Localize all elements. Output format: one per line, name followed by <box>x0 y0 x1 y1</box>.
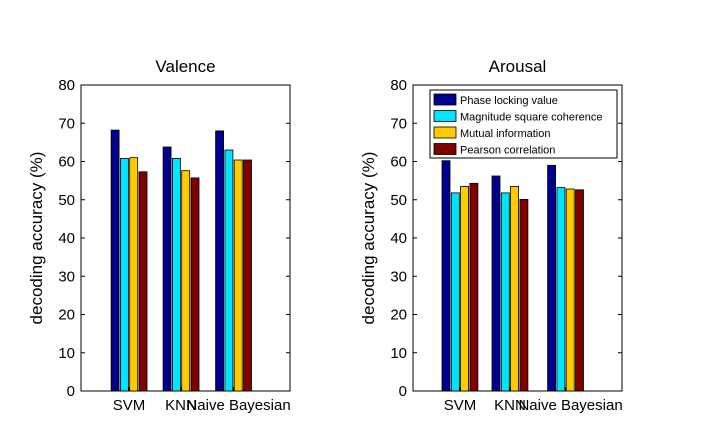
y-tick-label: 60 <box>58 154 75 171</box>
bar <box>110 129 120 392</box>
y-tick-label: 70 <box>390 115 407 132</box>
legend-label: Phase locking value <box>460 95 558 107</box>
y-tick-label: 10 <box>58 345 75 362</box>
y-tick-label: 30 <box>58 268 75 285</box>
y-tick-label: 40 <box>58 230 75 247</box>
chart-0: Valence decoding accuracy (%) 0 10 20 30 40 50 6… <box>27 57 291 414</box>
bar <box>450 192 460 392</box>
legend-box <box>429 89 618 159</box>
bar <box>460 185 470 392</box>
x-tick-label: Naive Bayesian <box>186 397 290 414</box>
x-tick-label: SVM <box>113 397 146 414</box>
y-tick-label: 40 <box>390 230 407 247</box>
y-tick-label: 0 <box>67 383 75 400</box>
legend-swatch <box>433 110 457 122</box>
legend-label: Mutual information <box>460 128 551 140</box>
y-axis-label: decoding accuracy (%) <box>359 152 378 325</box>
bar <box>575 189 584 392</box>
bar <box>469 182 479 392</box>
y-tick-label: 20 <box>58 307 75 324</box>
bar <box>547 164 556 392</box>
bar <box>519 198 529 392</box>
bar <box>233 159 243 392</box>
y-tick-label: 20 <box>390 307 407 324</box>
legend-swatch <box>433 126 457 139</box>
bar <box>556 187 566 392</box>
y-tick-label: 50 <box>58 192 75 209</box>
y-axis-label: decoding accuracy (%) <box>27 152 46 325</box>
y-tick-label: 10 <box>390 345 407 362</box>
chart-title: Arousal <box>489 57 547 76</box>
x-tick-label: KNN <box>494 397 526 414</box>
bar <box>190 177 200 392</box>
bar <box>500 192 510 392</box>
y-tick-label: 80 <box>390 77 407 94</box>
bar <box>138 171 148 392</box>
chart-1: Arousal decoding accuracy (%) 0 10 20 30 40 50 6… <box>359 57 623 414</box>
x-tick-label: KNN <box>165 397 197 414</box>
legend-swatch <box>433 143 457 155</box>
legend-swatch <box>433 93 457 106</box>
chart-title: Valence <box>155 57 215 76</box>
bar <box>162 146 172 392</box>
legend-label: Pearson correlation <box>460 145 555 157</box>
bar <box>441 160 451 392</box>
y-tick-label: 80 <box>58 77 75 94</box>
y-tick-label: 0 <box>399 383 407 400</box>
legend: Phase locking value Magnitude square cohe… <box>429 89 618 159</box>
bar <box>243 159 252 392</box>
bar <box>491 175 501 392</box>
bar <box>215 130 225 392</box>
bar <box>565 188 575 392</box>
bar <box>171 157 181 392</box>
bar <box>129 157 139 392</box>
y-tick-label: 70 <box>58 115 75 132</box>
y-tick-label: 50 <box>390 192 407 209</box>
x-tick-label: SVM <box>444 397 477 414</box>
y-tick-label: 30 <box>390 268 407 285</box>
bar <box>224 149 234 392</box>
bar <box>120 157 129 392</box>
bar <box>510 185 520 392</box>
x-tick-label: Naive Bayesian <box>518 397 622 414</box>
bar <box>181 170 191 392</box>
y-tick-label: 60 <box>390 154 407 171</box>
legend-label: Magnitude square coherence <box>460 112 602 124</box>
